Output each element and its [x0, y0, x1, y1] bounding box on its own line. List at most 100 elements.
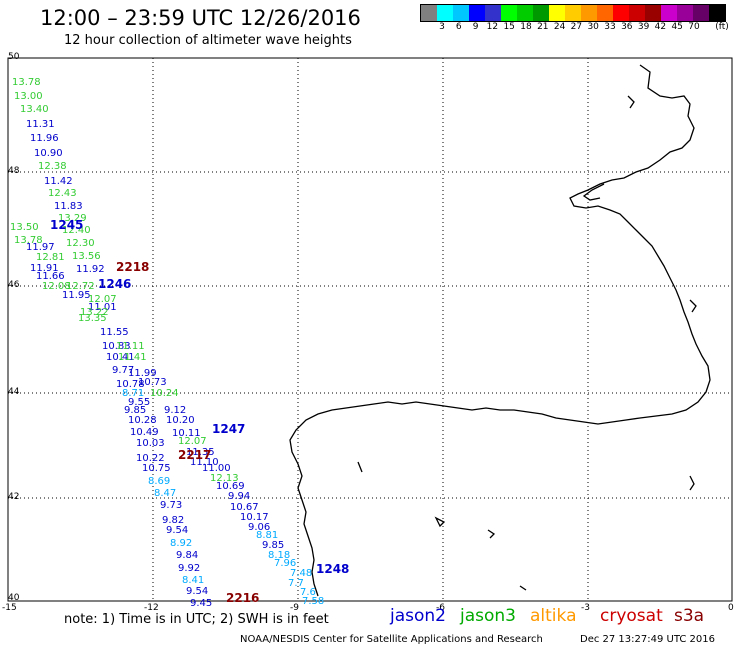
pass-label: 2216: [226, 591, 260, 605]
wave-height-value: 11.95: [62, 290, 91, 301]
wave-height-value: 9.92: [178, 563, 201, 574]
wave-height-value: 13.40: [20, 104, 49, 115]
wave-height-value: 10.03: [136, 438, 165, 449]
wave-height-value: 11.99: [128, 368, 157, 379]
legend-swatch: [421, 5, 437, 21]
wave-height-value: 9.73: [160, 500, 183, 511]
wave-height-value: 10.28: [128, 415, 157, 426]
legend-swatch: [469, 5, 485, 21]
wave-height-value: 11.91: [30, 263, 59, 274]
wave-height-value: 7.96: [274, 558, 297, 569]
wave-height-value: 10.69: [216, 481, 245, 492]
wave-height-value: 13.35: [78, 313, 107, 324]
wave-height-value: 9.85: [262, 540, 285, 551]
pass-label: 1246: [98, 277, 132, 291]
wave-height-value: 7.6: [300, 587, 316, 598]
wave-height-value: 10.73: [138, 377, 167, 388]
wave-height-value: 11.01: [88, 302, 117, 313]
lon-tick-minus9: -9: [290, 603, 299, 613]
legend-swatch: [565, 5, 581, 21]
wave-height-value: 13.78: [12, 77, 41, 88]
legend-swatch: [661, 5, 677, 21]
wave-height-value: 9.54: [166, 525, 189, 536]
wave-height-value: 10.49: [130, 427, 159, 438]
legend-swatch: [677, 5, 693, 21]
wave-height-value: 8.92: [170, 538, 193, 549]
wave-height-value: 12.43: [48, 188, 77, 199]
wave-height-value: 11.11: [116, 341, 145, 352]
legend-tick: 15: [503, 22, 515, 32]
wave-height-value: 11.66: [36, 271, 65, 282]
lat-tick-46: 46: [8, 280, 20, 290]
wave-height-value: 11.55: [100, 327, 129, 338]
wave-height-value: 8.71: [122, 388, 145, 399]
wave-height-value: 11.41: [118, 352, 147, 363]
wave-height-value: 11.42: [44, 176, 73, 187]
coastline: [289, 64, 711, 597]
lon-tick-minus12: -12: [144, 603, 159, 613]
wave-height-value: 11.31: [26, 119, 55, 130]
wave-height-value: 9.82: [162, 515, 185, 526]
map-frame: [7, 57, 733, 602]
legend-tick: 6: [455, 22, 462, 32]
legend-tick: 24: [553, 22, 566, 32]
wave-height-value: 8.41: [182, 575, 205, 586]
wave-height-value: 8.69: [148, 476, 171, 487]
pass-label: 1248: [316, 562, 350, 576]
legend-tick: 9: [472, 22, 479, 32]
wave-height-value: 7.58: [302, 596, 325, 607]
wave-height-value: 13.56: [72, 251, 101, 262]
legend-swatch: [629, 5, 645, 21]
lon-tick-minus15: -15: [2, 603, 17, 613]
legend-swatch: [437, 5, 453, 21]
legend-swatch: [485, 5, 501, 21]
wave-height-value: 12.40: [62, 225, 91, 236]
satellite-altika: altika: [530, 606, 577, 626]
wave-height-value: 9.06: [248, 522, 271, 533]
legend-tick: 21: [537, 22, 549, 32]
wave-height-value: 11.10: [190, 457, 219, 468]
legend-swatch: [613, 5, 629, 21]
wave-height-value: 10.22: [136, 453, 165, 464]
legend-swatch: [597, 5, 613, 21]
wave-height-value: 10.24: [150, 388, 179, 399]
legend-tick: 3: [439, 22, 445, 32]
lon-tick-0: 0: [728, 603, 734, 613]
wave-height-value: 12.30: [66, 238, 95, 249]
wave-height-value: 12.07: [88, 294, 117, 305]
wave-height-value: 7.7: [288, 578, 304, 589]
legend-unit: (ft): [715, 22, 729, 32]
wave-height-value: 10.90: [34, 148, 63, 159]
legend-swatch: [533, 5, 549, 21]
lon-tick-minus3: -3: [581, 603, 590, 613]
pass-label: 1245: [50, 218, 84, 232]
wave-height-value: 12.81: [36, 252, 65, 263]
footer-agency: NOAA/NESDIS Center for Satellite Applica…: [240, 634, 543, 645]
wave-height-value: 10.83: [102, 341, 131, 352]
satellite-jason3: jason3: [460, 606, 516, 626]
legend-tick: 30: [587, 22, 599, 32]
wave-height-value: 12.08: [42, 281, 71, 292]
wave-height-value: 11.97: [26, 242, 55, 253]
wave-height-value: 13.50: [10, 222, 39, 233]
wave-height-value: 9.94: [228, 491, 251, 502]
wave-height-value: 11.00: [202, 463, 231, 474]
footer-timestamp: Dec 27 13:27:49 UTC 2016: [580, 634, 715, 645]
wave-height-value: 12.07: [178, 436, 207, 447]
wave-height-value: 11.96: [30, 133, 59, 144]
legend-tick: 45: [671, 22, 683, 32]
satellite-jason2: jason2: [390, 606, 446, 626]
wave-height-value: 13.78: [14, 235, 43, 246]
wave-height-value: 9.55: [128, 397, 151, 408]
page-subtitle: 12 hour collection of altimeter wave hei…: [64, 33, 352, 48]
pass-label: 1247: [212, 422, 246, 436]
satellite-cryosat: cryosat: [600, 606, 663, 626]
wave-height-value: 13.29: [58, 213, 87, 224]
lat-tick-42: 42: [8, 492, 20, 502]
lon-tick-minus6: -6: [436, 603, 445, 613]
legend-tick: 39: [637, 22, 650, 32]
lat-tick-50: 50: [8, 52, 20, 62]
legend-swatch: [645, 5, 661, 21]
legend-tick: 42: [654, 22, 667, 32]
